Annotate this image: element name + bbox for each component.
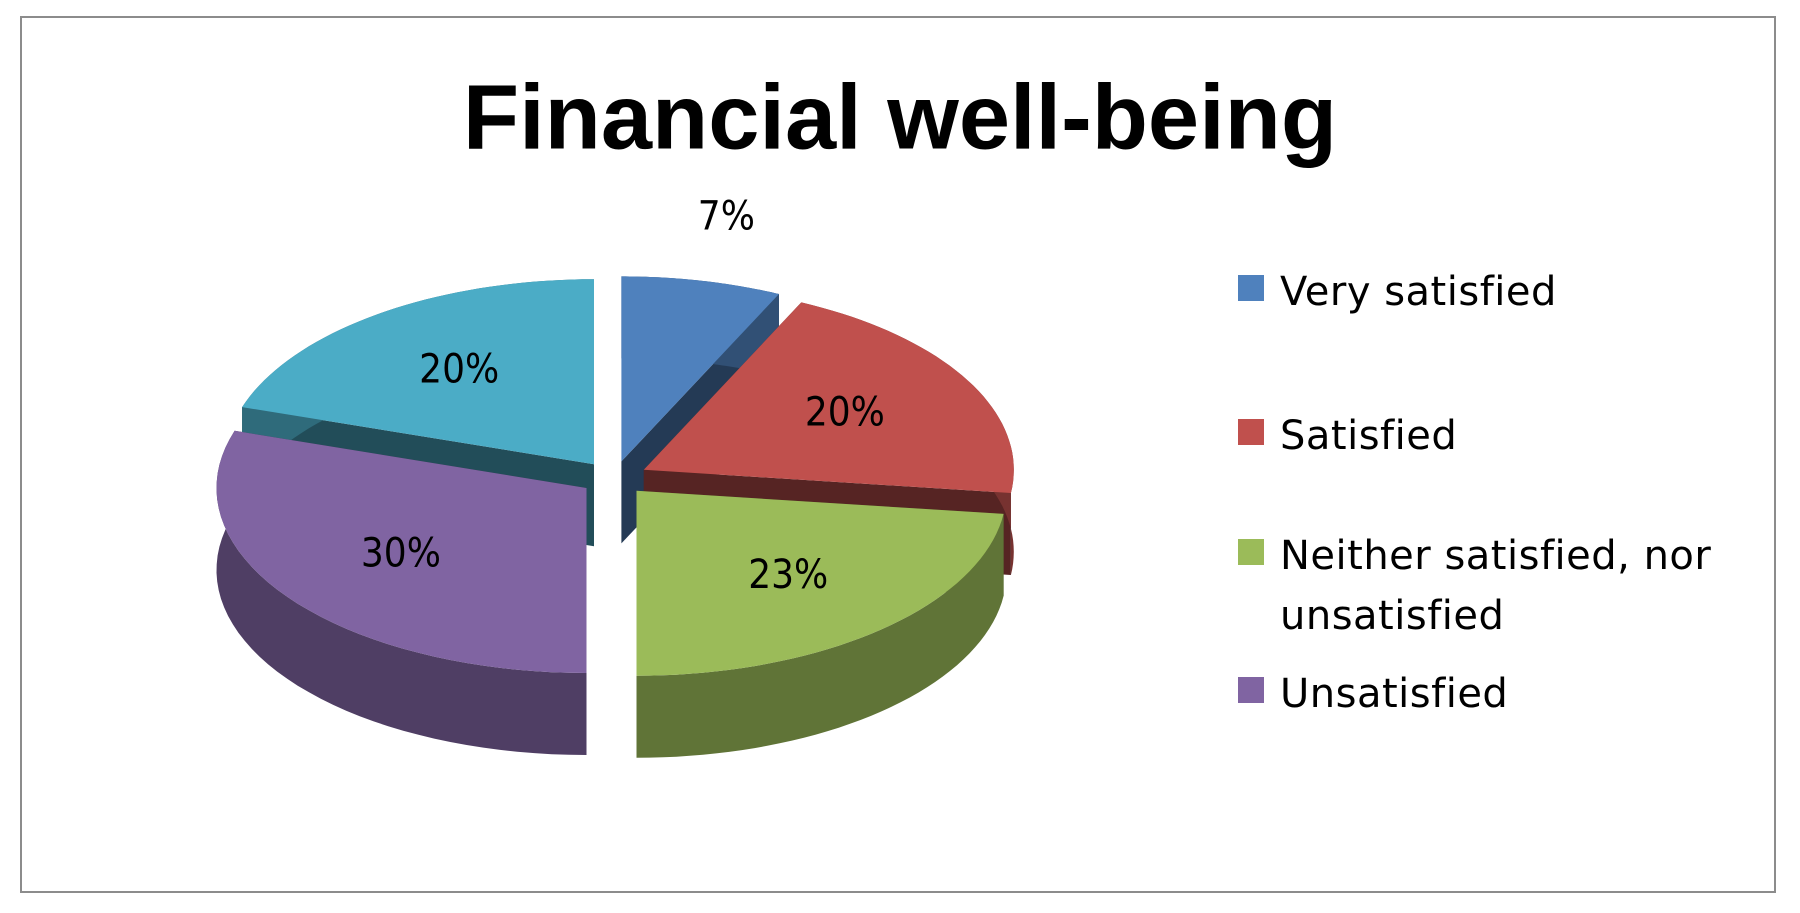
chart-border [20, 16, 1776, 893]
legend-label: Very satisfied [1280, 269, 1557, 315]
slice [621, 276, 779, 462]
legend-label: Satisfied [1280, 413, 1458, 459]
slice [636, 490, 1004, 676]
data-label: 30% [361, 530, 441, 576]
legend-label: Neither satisfied, nor unsatisfied [1280, 533, 1712, 639]
data-label: 20% [805, 390, 885, 436]
data-label: 23% [748, 552, 828, 598]
legend-swatch [1238, 539, 1264, 565]
legend-swatch [1238, 677, 1264, 703]
slice-side [216, 430, 587, 755]
legend-label: Unsatisfied [1280, 671, 1509, 717]
legend-swatch [1238, 275, 1264, 301]
slice [643, 302, 1014, 493]
legend-item: Neither satisfied, nor unsatisfied [1238, 526, 1740, 646]
slice [242, 279, 594, 465]
slice [216, 430, 587, 673]
legend-item: Satisfied [1238, 406, 1740, 466]
legend-item: Very satisfied [1238, 262, 1740, 322]
data-label: 7% [698, 194, 755, 240]
slice-side [636, 513, 1004, 758]
chart-title: Financial well-being [463, 66, 1337, 168]
data-label: 20% [419, 346, 499, 392]
legend-swatch [1238, 419, 1264, 445]
legend-item: Unsatisfied [1238, 664, 1740, 724]
